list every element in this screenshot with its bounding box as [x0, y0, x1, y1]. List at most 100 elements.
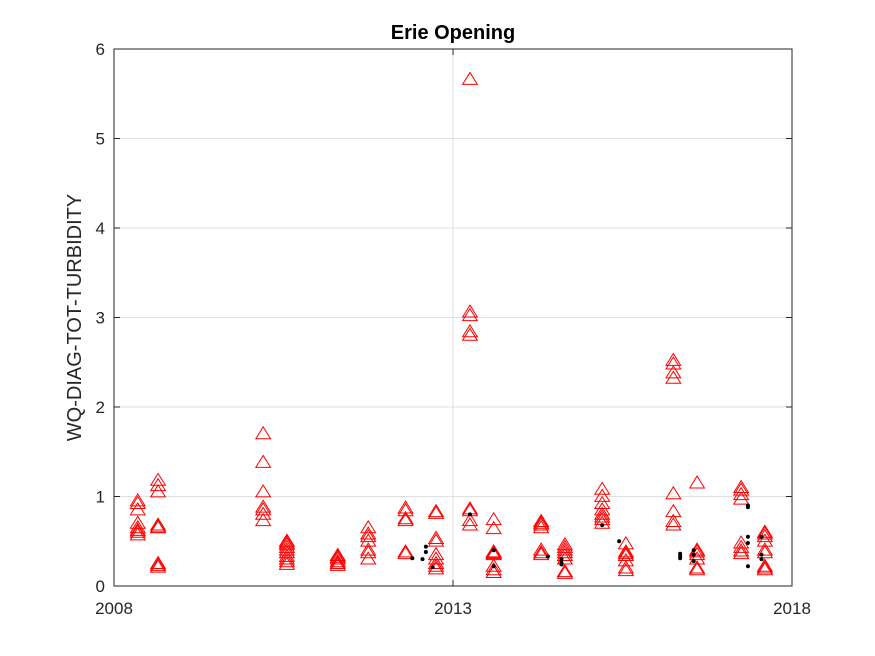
data-point-triangle	[593, 509, 611, 523]
data-point-triangle	[149, 517, 167, 531]
data-point-triangle	[732, 486, 750, 501]
x-axis-ticks: 2008 2013 2018	[95, 49, 811, 618]
data-point-triangle	[461, 517, 479, 531]
data-point-dot	[423, 549, 428, 554]
data-point-triangle	[360, 544, 377, 559]
data-point-triangle	[278, 553, 296, 568]
data-point-dot	[491, 564, 496, 569]
data-point-triangle	[593, 481, 611, 495]
data-point-triangle	[254, 484, 272, 498]
data-point-triangle	[732, 535, 750, 549]
data-point-triangle	[532, 542, 550, 556]
chart-title: Erie Opening	[391, 22, 515, 44]
y-tick-label: 4	[96, 219, 105, 238]
data-point-triangle	[397, 510, 414, 525]
data-point-triangle	[617, 544, 635, 558]
data-point-triangle	[593, 501, 611, 516]
data-point-triangle	[329, 549, 346, 563]
data-point-triangle	[665, 356, 682, 370]
data-point-triangle	[427, 530, 445, 544]
data-point-triangle	[329, 547, 346, 561]
data-point-dot	[759, 552, 764, 557]
data-point-triangle	[461, 304, 479, 318]
data-point-triangle	[329, 551, 346, 565]
data-point-triangle	[427, 533, 445, 547]
data-point-triangle	[278, 556, 296, 570]
data-point-triangle	[688, 561, 706, 576]
data-point-triangle	[756, 524, 774, 538]
y-tick-label: 0	[96, 577, 105, 596]
data-point-triangle	[732, 545, 750, 560]
data-point-triangle	[397, 544, 414, 558]
data-point-triangle	[665, 485, 682, 500]
data-point-triangle	[149, 484, 167, 498]
data-point-triangle	[617, 560, 635, 574]
data-point-triangle	[149, 559, 167, 573]
data-point-triangle	[688, 560, 706, 574]
y-tick-label: 2	[96, 398, 105, 417]
data-point-triangle	[665, 370, 682, 384]
data-point-triangle	[397, 545, 414, 560]
data-point-dot	[600, 523, 605, 528]
data-point-dot	[759, 557, 764, 562]
data-point-triangle	[593, 488, 611, 502]
data-point-triangle	[461, 71, 479, 85]
data-point-dot	[430, 565, 435, 570]
data-point-triangle	[732, 543, 750, 557]
data-marks	[129, 71, 774, 579]
data-point-triangle	[617, 552, 635, 567]
data-point-triangle	[360, 519, 377, 534]
data-point-triangle	[593, 506, 611, 520]
data-point-triangle	[149, 477, 167, 492]
y-tick-label: 5	[96, 130, 105, 149]
data-point-triangle	[149, 555, 167, 570]
data-point-triangle	[427, 505, 445, 519]
data-point-dot	[745, 534, 750, 539]
data-point-triangle	[254, 506, 272, 520]
y-tick-label: 3	[96, 309, 105, 328]
data-point-dot	[759, 534, 764, 539]
data-point-dot	[559, 557, 564, 562]
data-point-triangle	[593, 495, 611, 510]
data-point-triangle	[532, 515, 550, 529]
data-point-dot	[420, 557, 425, 562]
data-point-triangle	[556, 544, 574, 559]
data-point-triangle	[149, 557, 167, 571]
data-point-triangle	[254, 499, 272, 513]
data-point-triangle	[254, 454, 272, 468]
y-tick-label: 1	[96, 488, 105, 507]
data-point-dot	[559, 562, 564, 567]
data-point-triangle	[461, 327, 479, 341]
data-point-dot	[691, 558, 696, 563]
data-point-triangle	[688, 475, 706, 489]
y-tick-label: 6	[96, 40, 105, 59]
data-point-dot	[491, 548, 496, 553]
data-point-triangle	[129, 501, 146, 516]
data-point-triangle	[532, 519, 550, 534]
data-point-dot	[745, 564, 750, 569]
data-point-triangle	[461, 512, 479, 527]
data-point-triangle	[617, 562, 635, 577]
data-point-triangle	[461, 323, 479, 338]
data-point-triangle	[756, 560, 774, 574]
data-point-triangle	[485, 558, 502, 572]
x-tick-label: 2013	[434, 599, 472, 618]
data-point-triangle	[360, 528, 377, 543]
data-point-dot	[545, 554, 550, 559]
data-point-triangle	[665, 513, 682, 527]
data-point-triangle	[329, 553, 346, 568]
data-point-triangle	[129, 495, 146, 510]
data-point-triangle	[129, 493, 146, 507]
data-point-triangle	[756, 542, 774, 556]
data-point-triangle	[688, 551, 706, 565]
data-point-triangle	[665, 517, 682, 531]
data-point-dot	[423, 544, 428, 549]
data-point-triangle	[732, 539, 750, 553]
data-point-triangle	[756, 558, 774, 572]
data-point-triangle	[397, 512, 414, 527]
data-point-triangle	[532, 546, 550, 561]
data-point-triangle	[756, 561, 774, 576]
data-point-triangle	[556, 563, 574, 578]
data-point-dot	[745, 505, 750, 510]
